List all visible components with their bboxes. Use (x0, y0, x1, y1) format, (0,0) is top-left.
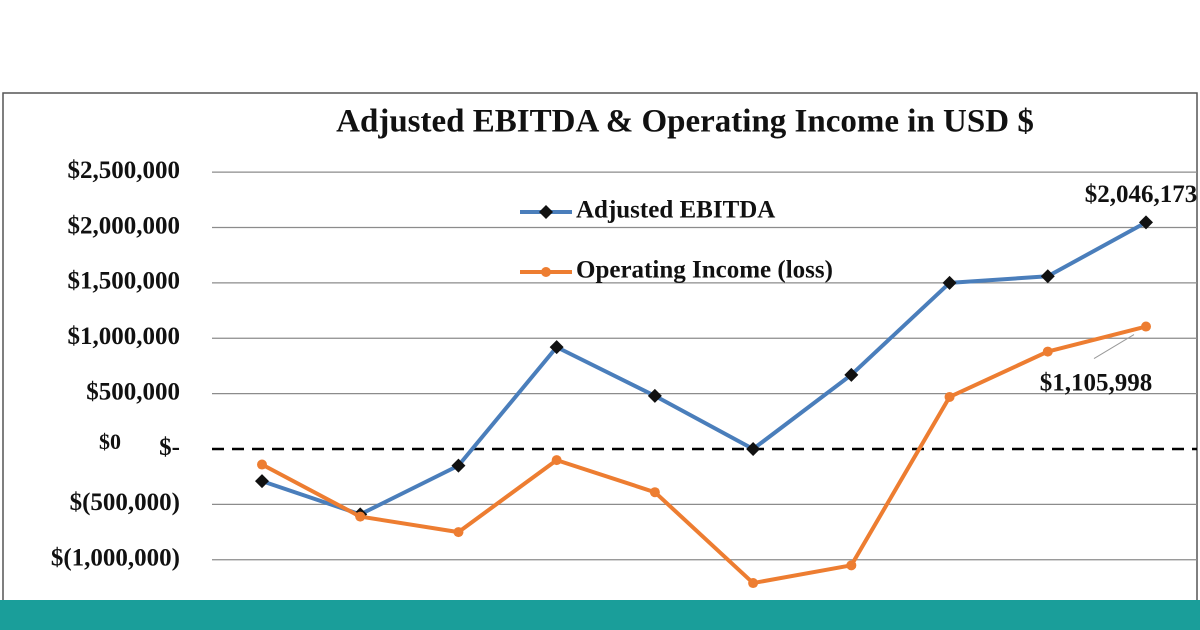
point-marker (1139, 215, 1153, 230)
legend-marker (539, 205, 553, 219)
point-marker (942, 275, 957, 290)
y-tick-label: $- (159, 434, 180, 461)
point-marker (1141, 321, 1151, 332)
y-tick-label: $(1,000,000) (51, 545, 180, 572)
series-line (261, 220, 1147, 517)
point-marker (748, 578, 759, 589)
point-marker (257, 459, 267, 470)
y-tick-label: $500,000 (86, 378, 180, 405)
y-tick-label: $1,500,000 (68, 268, 181, 295)
series-line (261, 324, 1147, 586)
legend-marker (541, 267, 551, 277)
point-marker (549, 340, 564, 355)
point-marker (844, 367, 859, 382)
legend-label: Adjusted EBITDA (576, 197, 775, 224)
point-marker (944, 391, 955, 402)
plot: $(1,000,000) $(500,000) $- $500,000 $1,000,0… (51, 157, 1198, 589)
leader-line (1093, 334, 1135, 359)
point-marker (846, 560, 857, 571)
point-marker (649, 487, 660, 498)
point-marker (1040, 269, 1055, 284)
data-label: $1,105,998 (1040, 369, 1153, 396)
y-tick-label: $2,000,000 (68, 212, 181, 239)
point-marker (255, 474, 269, 489)
chart-frame (2, 92, 1198, 630)
zero-annotation: $0 (99, 429, 121, 454)
point-marker (451, 458, 466, 473)
y-tick-label: $2,500,000 (68, 157, 181, 184)
point-marker (551, 455, 562, 466)
point-marker (647, 388, 662, 403)
legend-label: Operating Income (loss) (576, 257, 833, 284)
footer-bar (0, 600, 1200, 630)
chart-title: Adjusted EBITDA & Operating Income in US… (336, 104, 1034, 140)
y-tick-label: $(500,000) (70, 489, 180, 516)
data-label: $2,046,173 (1085, 181, 1198, 208)
y-tick-label: $1,000,000 (68, 323, 181, 350)
point-marker (453, 527, 464, 538)
point-marker (746, 442, 761, 457)
point-marker (355, 511, 366, 522)
point-marker (1042, 346, 1053, 357)
